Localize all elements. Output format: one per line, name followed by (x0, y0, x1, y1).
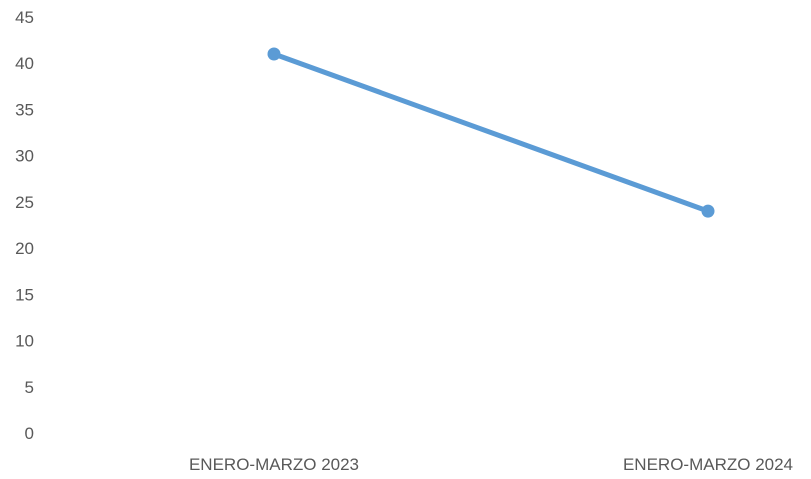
y-tick-label: 5 (25, 378, 34, 397)
y-tick-label: 10 (15, 332, 34, 351)
y-tick-label: 0 (25, 424, 34, 443)
y-tick-label: 40 (15, 54, 34, 73)
y-tick-label: 25 (15, 193, 34, 212)
x-category-label: ENERO-MARZO 2024 (623, 455, 793, 474)
data-point (267, 47, 281, 61)
series-line (271, 51, 711, 214)
y-tick-label: 30 (15, 147, 34, 166)
y-tick-label: 15 (15, 285, 34, 304)
x-category-label: ENERO-MARZO 2023 (189, 455, 359, 474)
y-tick-label: 20 (15, 239, 34, 258)
y-tick-label: 45 (15, 8, 34, 27)
data-point (701, 204, 715, 218)
y-tick-label: 35 (15, 100, 34, 119)
